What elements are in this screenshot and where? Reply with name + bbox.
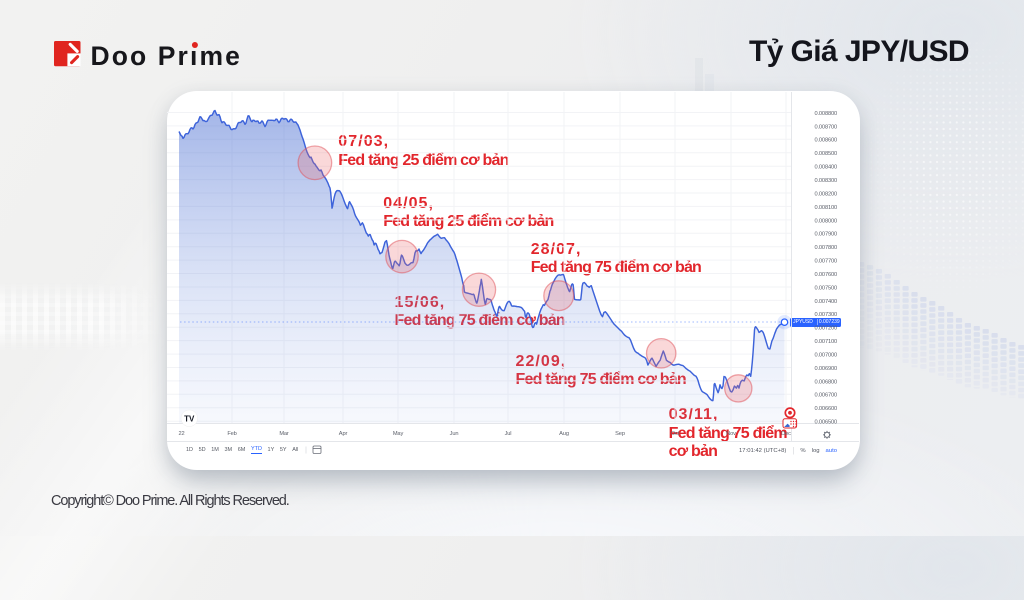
svg-text:22: 22 — [178, 431, 184, 437]
svg-text:0.008300: 0.008300 — [814, 178, 837, 184]
svg-text:0.006500: 0.006500 — [814, 420, 837, 426]
svg-text:0.006800: 0.006800 — [814, 379, 837, 385]
svg-text:0.008400: 0.008400 — [814, 165, 837, 171]
svg-text:0.007600: 0.007600 — [814, 272, 837, 278]
svg-text:Oct: Oct — [671, 431, 680, 437]
svg-text:0.007100: 0.007100 — [814, 339, 837, 345]
svg-text:0.006900: 0.006900 — [814, 366, 837, 372]
svg-text:Apr: Apr — [339, 431, 348, 437]
svg-text:TV: TV — [184, 414, 195, 423]
svg-text:Sep: Sep — [615, 431, 625, 437]
svg-text:0.007700: 0.007700 — [814, 259, 837, 265]
svg-text:0.008500: 0.008500 — [814, 151, 837, 157]
svg-text:0.007800: 0.007800 — [814, 245, 837, 251]
svg-text:0.007900: 0.007900 — [814, 232, 837, 238]
svg-text:0.007200: 0.007200 — [814, 326, 837, 332]
svg-text:0.008600: 0.008600 — [814, 138, 837, 144]
svg-text:0.008700: 0.008700 — [814, 124, 837, 130]
svg-text:0.008100: 0.008100 — [814, 205, 837, 211]
svg-text:0.007000: 0.007000 — [814, 353, 837, 359]
svg-text:Jun: Jun — [450, 431, 459, 437]
svg-text:May: May — [393, 431, 404, 437]
svg-text:0.008200: 0.008200 — [814, 191, 837, 197]
svg-text:Jul: Jul — [505, 431, 512, 437]
svg-text:0.006700: 0.006700 — [814, 393, 837, 399]
svg-text:0.008800: 0.008800 — [814, 111, 837, 117]
svg-text:Feb: Feb — [227, 431, 236, 437]
svg-text:0.007500: 0.007500 — [814, 285, 837, 291]
svg-text:0.007300: 0.007300 — [814, 312, 837, 318]
svg-text:0.006600: 0.006600 — [814, 406, 837, 412]
svg-text:Mar: Mar — [279, 431, 289, 437]
svg-text:Nov: Nov — [726, 431, 736, 437]
svg-text:Aug: Aug — [559, 431, 569, 437]
svg-text:0.007400: 0.007400 — [814, 299, 837, 305]
svg-text:Dec: Dec — [781, 431, 791, 437]
svg-text:0.008000: 0.008000 — [814, 218, 837, 224]
